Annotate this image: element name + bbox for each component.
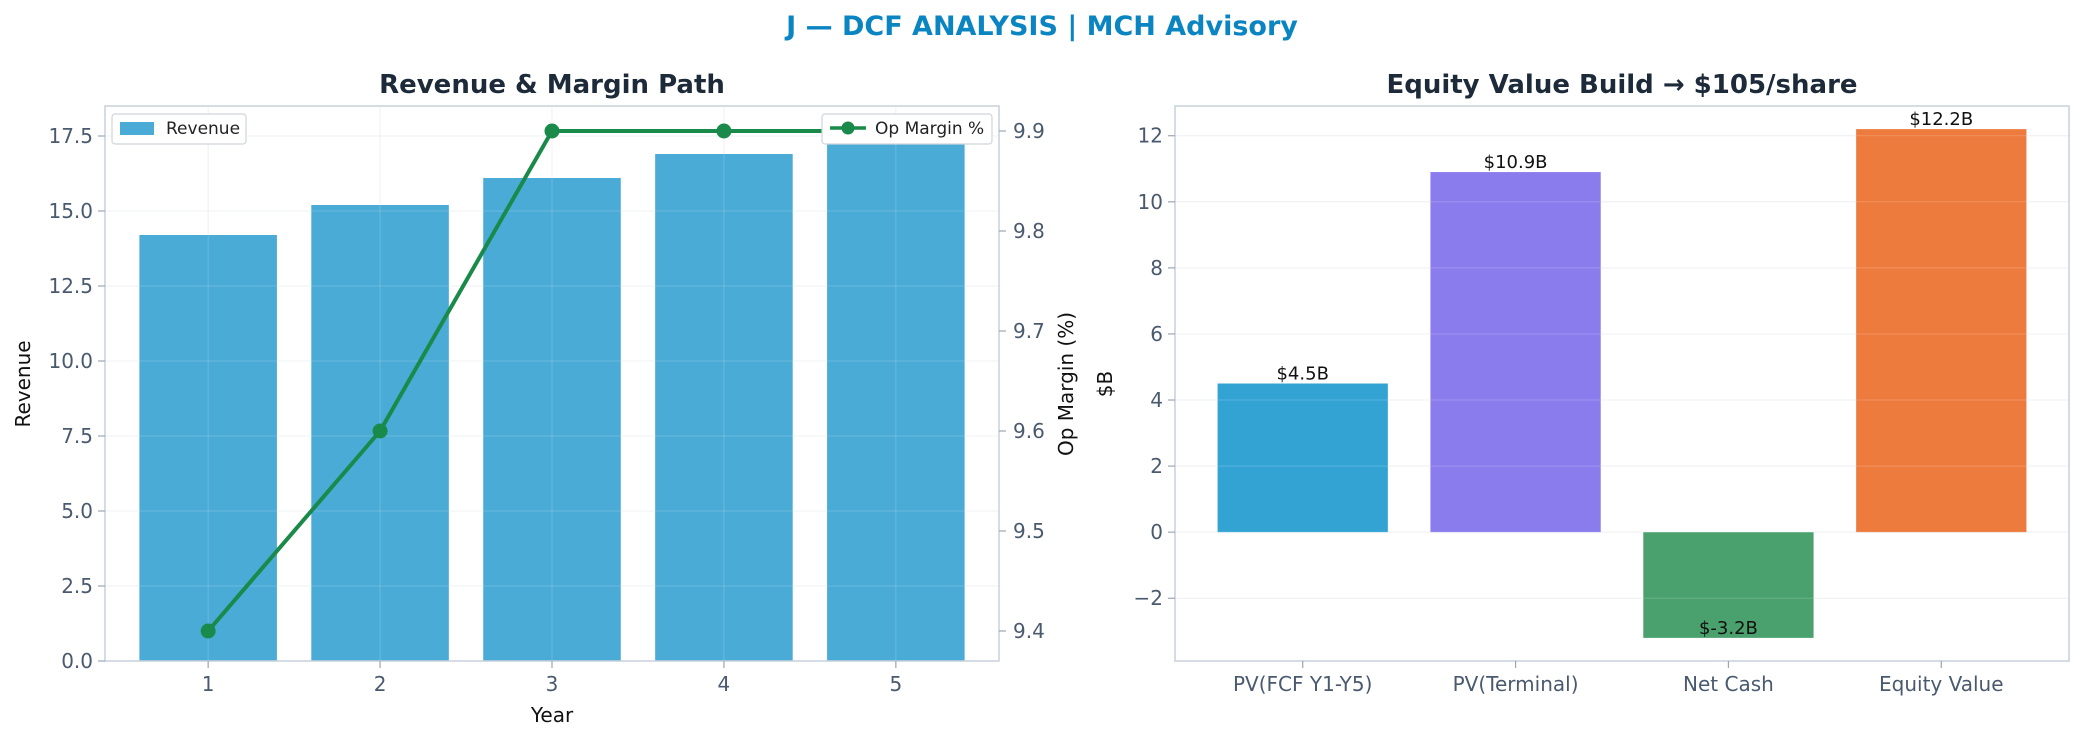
op-margin-legend-label: Op Margin % xyxy=(875,119,984,139)
op-margin-point xyxy=(716,123,732,139)
revenue-legend-label: Revenue xyxy=(166,119,240,139)
revenue-bar xyxy=(655,154,793,661)
equity-bar xyxy=(1430,172,1601,533)
revenue-x-tick-label: 5 xyxy=(889,672,902,696)
revenue-y-tick-label: 15.0 xyxy=(48,199,93,223)
revenue-bar xyxy=(827,133,965,661)
equity-data-label: $10.9B xyxy=(1484,152,1548,173)
op-margin-y-axis-label: Op Margin (%) xyxy=(1054,312,1078,456)
equity-x-tick-label: PV(FCF Y1-Y5) xyxy=(1233,672,1372,696)
op-margin-y-tick-label: 9.6 xyxy=(1013,419,1045,443)
equity-data-label: $4.5B xyxy=(1276,364,1328,385)
op-margin-y-tick-label: 9.9 xyxy=(1013,119,1045,143)
revenue-x-tick-label: 4 xyxy=(718,672,731,696)
revenue-y-tick-label: 17.5 xyxy=(48,124,93,148)
revenue-x-tick-label: 3 xyxy=(546,672,559,696)
revenue-x-tick-label: 1 xyxy=(202,672,215,696)
equity-data-label: $12.2B xyxy=(1909,109,1973,130)
op-margin-y-tick-label: 9.4 xyxy=(1013,619,1045,643)
op-margin-y-tick-label: 9.8 xyxy=(1013,219,1045,243)
equity-x-tick-label: Equity Value xyxy=(1879,672,2004,696)
equity-bar xyxy=(1643,532,1814,638)
equity-y-tick-label: 6 xyxy=(1150,322,1163,346)
revenue-legend-swatch xyxy=(120,122,154,135)
equity-x-tick-label: PV(Terminal) xyxy=(1453,672,1579,696)
revenue-legend-box xyxy=(111,113,247,145)
op-margin-point xyxy=(200,623,216,639)
revenue-y-tick-label: 5.0 xyxy=(61,499,93,523)
equity-data-label: $-3.2B xyxy=(1699,618,1758,639)
revenue-x-axis-label: Year xyxy=(530,703,574,727)
figure-suptitle: J — DCF ANALYSIS | MCH Advisory xyxy=(784,11,1298,42)
op-margin-y-tick-label: 9.5 xyxy=(1013,519,1045,543)
op-margin-y-tick-label: 9.7 xyxy=(1013,319,1045,343)
equity-bar xyxy=(1217,383,1388,533)
equity-y-tick-label: 10 xyxy=(1138,190,1163,214)
equity-y-tick-label: 12 xyxy=(1138,124,1163,148)
equity-y-tick-label: 0 xyxy=(1150,520,1163,544)
revenue-y-tick-label: 12.5 xyxy=(48,274,93,298)
revenue-bar xyxy=(139,235,277,661)
equity-bar xyxy=(1856,129,2027,533)
revenue-x-tick-label: 2 xyxy=(374,672,387,696)
revenue-y-tick-label: 2.5 xyxy=(61,574,93,598)
revenue-y-tick-label: 10.0 xyxy=(48,349,93,373)
equity-chart-title: Equity Value Build → $105/share xyxy=(1386,70,1857,100)
equity-y-tick-label: 8 xyxy=(1150,256,1163,280)
equity-y-tick-label: 4 xyxy=(1150,388,1163,412)
revenue-y-tick-label: 7.5 xyxy=(61,424,93,448)
equity-build-chart: Equity Value Build → $105/share −2 0 2 4 6 8 1… xyxy=(1093,70,2070,696)
revenue-y-tick-label: 0.0 xyxy=(61,649,93,673)
op-margin-legend: Op Margin % xyxy=(821,113,993,145)
equity-y-axis-label: $B xyxy=(1093,371,1117,397)
op-margin-point xyxy=(372,423,388,439)
revenue-y-axis-label: Revenue xyxy=(11,340,35,427)
revenue-bar xyxy=(483,178,621,661)
equity-x-tick-label: Net Cash xyxy=(1683,672,1774,696)
revenue-chart-title: Revenue & Margin Path xyxy=(379,70,725,100)
equity-y-tick-label: 2 xyxy=(1150,454,1163,478)
op-margin-point xyxy=(544,123,560,139)
equity-plot-frame xyxy=(1174,105,2070,662)
equity-y-tick-label: −2 xyxy=(1134,586,1163,610)
revenue-margin-chart: Revenue & Margin Path 0.02.55.07.510.012… xyxy=(11,70,1078,727)
revenue-legend: Revenue xyxy=(111,113,247,145)
op-margin-legend-marker xyxy=(841,121,855,135)
op-margin-legend-box xyxy=(821,113,993,145)
